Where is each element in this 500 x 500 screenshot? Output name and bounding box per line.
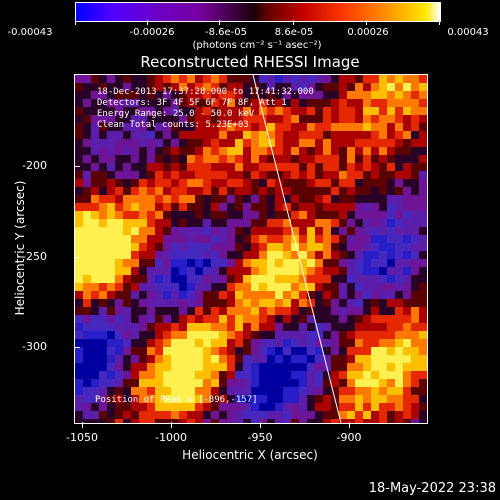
colorbar-tick-label: -0.00026 (129, 27, 175, 38)
colorbar-tick-label: 0.00043 (447, 27, 489, 38)
colorbar-tick-label: -0.00043 (7, 27, 53, 38)
info-energy-range: Energy Range: 25.0 - 50.0 keV (97, 109, 255, 119)
y-tick-label: -200 (22, 159, 47, 172)
x-tick-label: -950 (247, 431, 273, 444)
info-clean-counts: Clean Total counts: 5.23E+03 (97, 120, 249, 130)
x-tick-label: -1050 (66, 431, 98, 444)
x-tick (171, 422, 172, 428)
x-tick-label: -900 (336, 431, 362, 444)
y-axis-label: Heliocentric Y (arcsec) (13, 180, 27, 316)
y-tick (74, 166, 80, 167)
x-tick (82, 422, 83, 428)
colorbar-tick-label: 0.00026 (347, 27, 389, 38)
x-tick-label: -1000 (155, 431, 187, 444)
colorbar-tick (439, 20, 440, 25)
y-tick (74, 347, 80, 348)
x-tick (349, 422, 350, 428)
colorbar-tick (219, 20, 220, 25)
y-tick-label: -250 (22, 250, 47, 263)
footer-timestamp: 18-May-2022 23:38 (368, 481, 496, 496)
colorbar-tick (75, 20, 76, 25)
colorbar-tick (293, 20, 294, 25)
colorbar-units-label: (photons cm⁻² s⁻¹ asec⁻²) (192, 40, 322, 51)
x-tick (260, 422, 261, 428)
reconstructed-image-map (75, 75, 427, 423)
colorbar-tick (147, 20, 148, 25)
image-title: Reconstructed RHESSI Image (140, 53, 360, 71)
image-pixels (75, 75, 427, 423)
rhessi-image: 18-Dec-2013 17:37:28.000 to 17:41:32.000… (74, 74, 428, 424)
colorbar (75, 2, 441, 22)
peak-position: Position of Peak = [-896,-157] (95, 395, 258, 405)
colorbar-tick (366, 20, 367, 25)
info-time-range: 18-Dec-2013 17:37:28.000 to 17:41:32.000 (97, 87, 314, 97)
y-tick-label: -300 (22, 340, 47, 353)
x-axis-label: Heliocentric X (arcsec) (182, 448, 318, 462)
solar-limb-line (252, 75, 342, 423)
colorbar-tick-label: 8.6e-05 (274, 27, 314, 38)
info-detectors: Detectors: 3F 4F 5F 6F 7F 8F, Att 1 (97, 98, 287, 108)
colorbar-tick-label: -8.6e-05 (205, 27, 247, 38)
y-tick (74, 257, 80, 258)
